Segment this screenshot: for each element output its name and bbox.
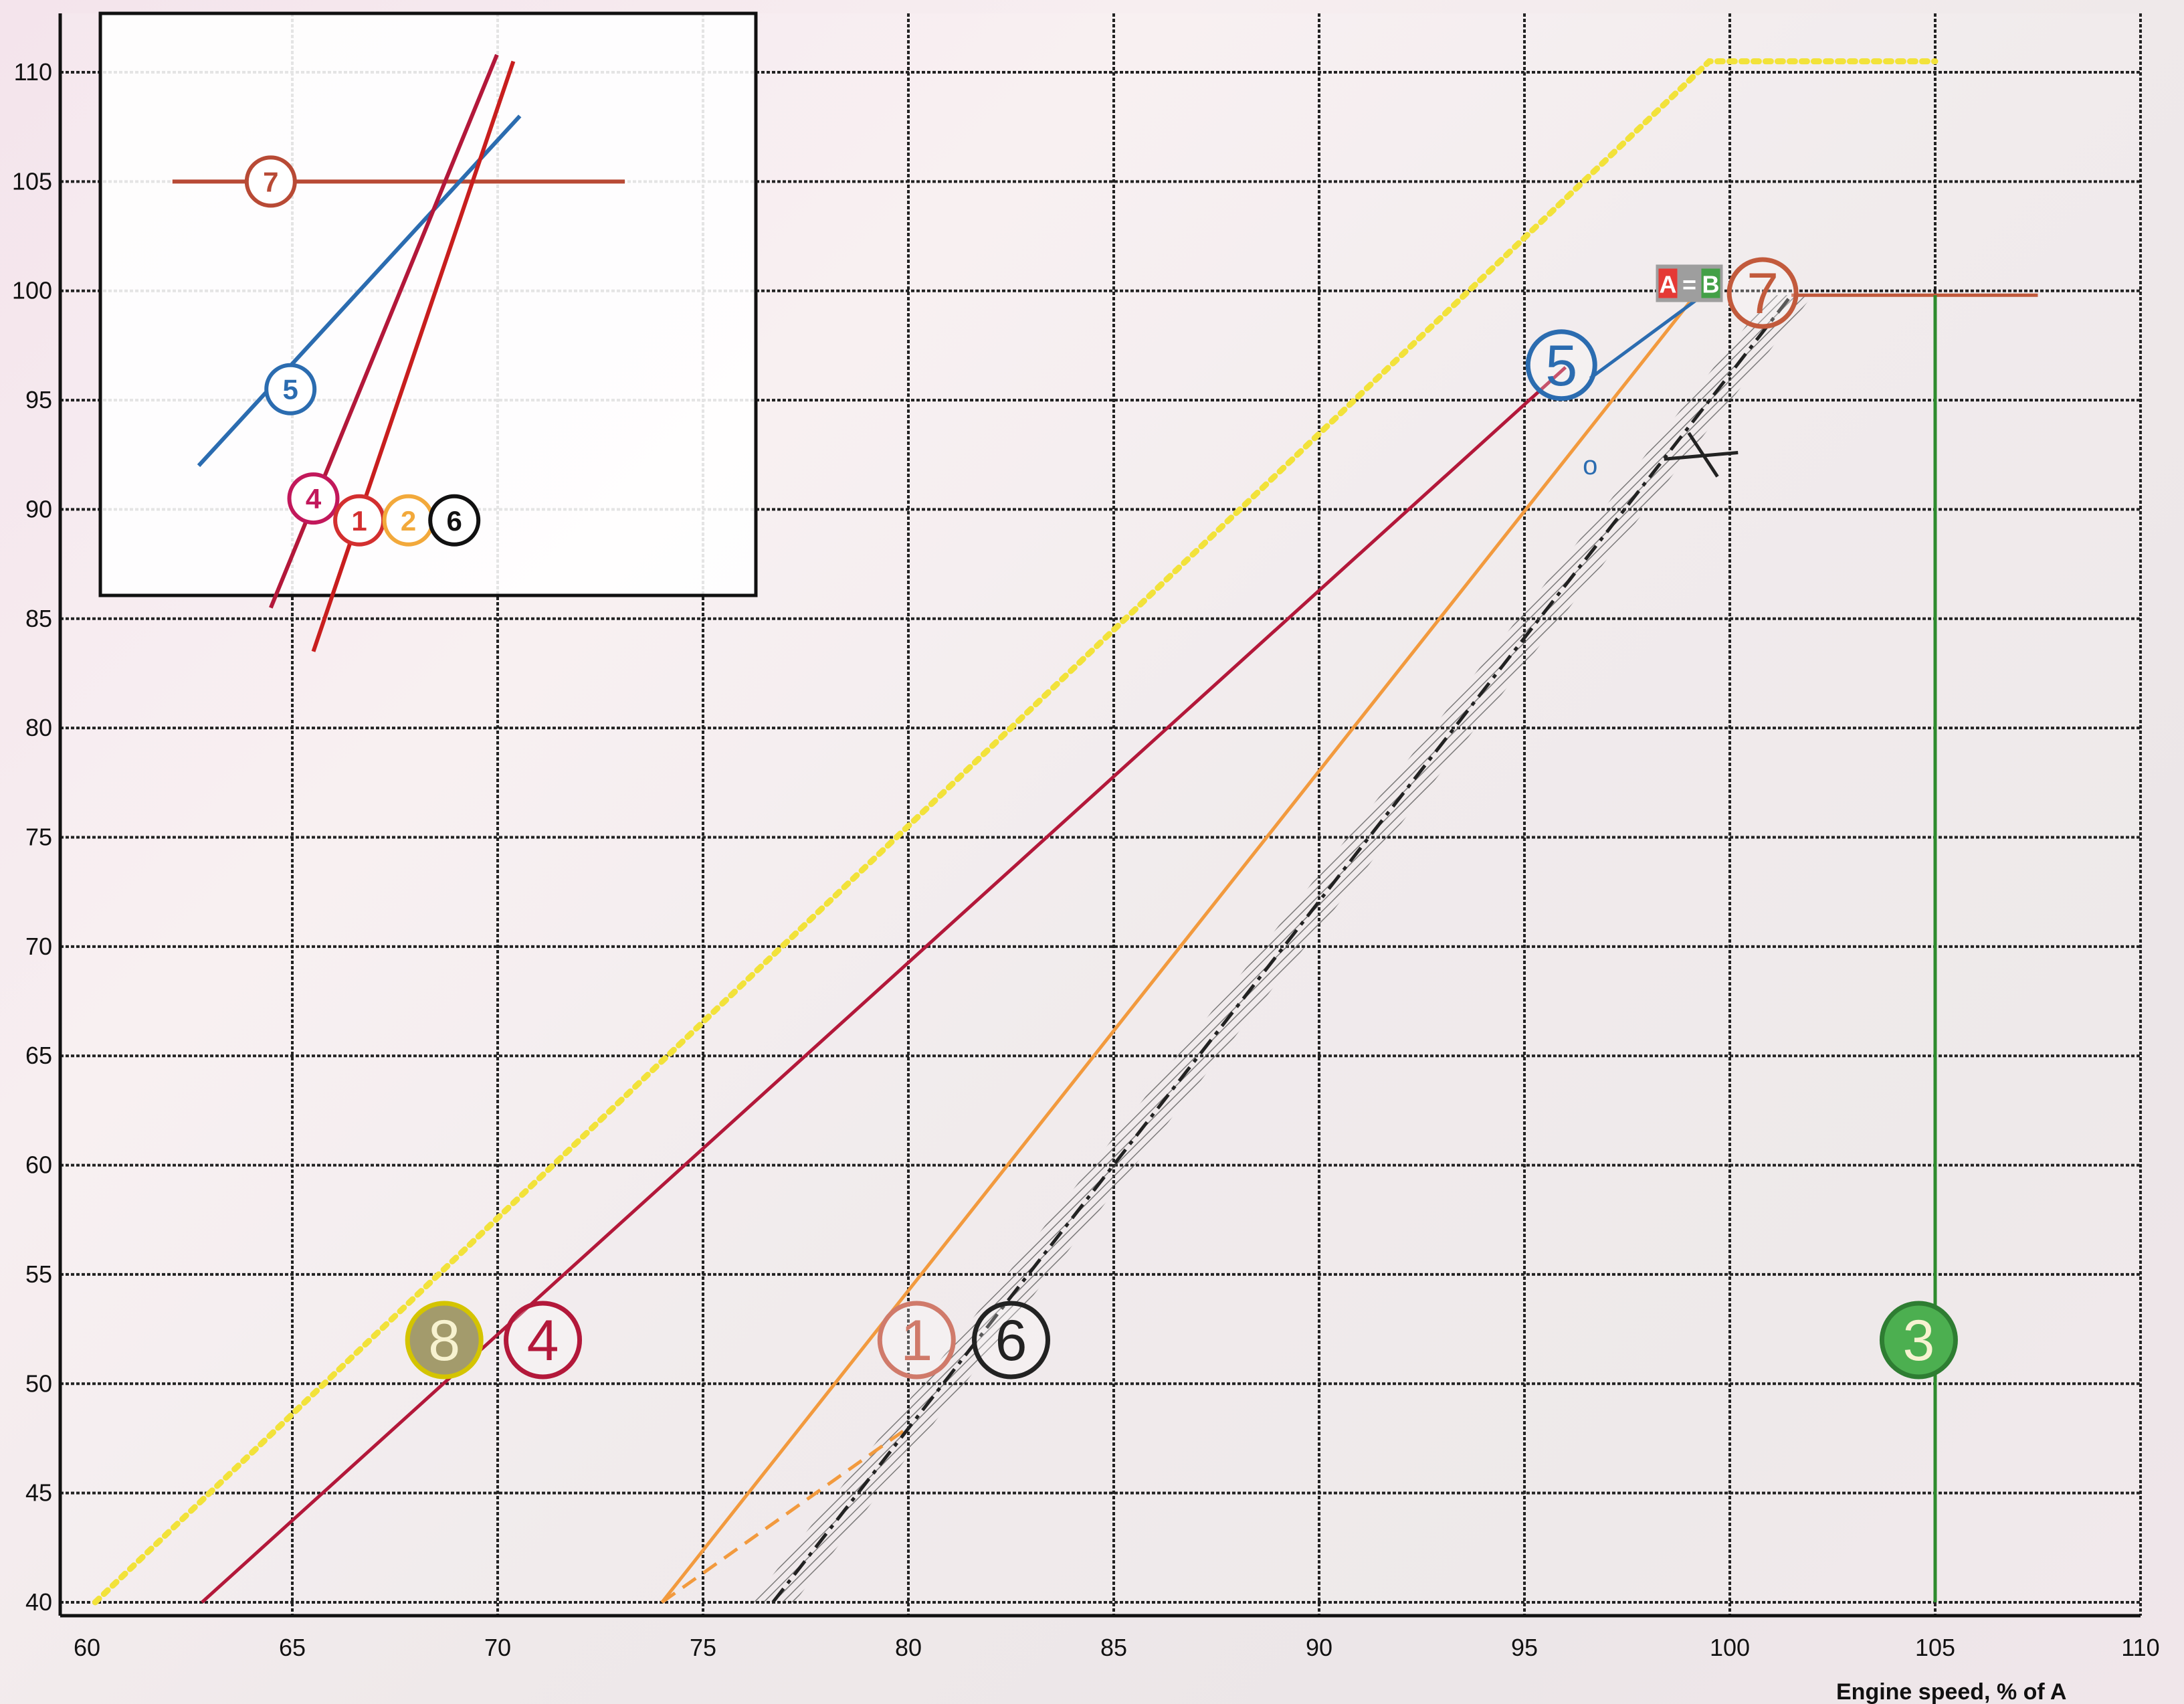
series-marker-3: 3 <box>1879 1301 1958 1380</box>
series-marker-circle <box>405 1301 484 1380</box>
series-marker-circle <box>972 1301 1050 1380</box>
x-tick-label: 95 <box>1511 1634 1538 1661</box>
series-line-6 <box>771 294 1793 1604</box>
series-marker-circle <box>877 1301 956 1380</box>
series-marker-circle <box>1726 257 1799 329</box>
series-marker-label: 4 <box>527 1309 559 1373</box>
series-marker-circle <box>1525 329 1597 401</box>
inset-line-5 <box>197 114 522 468</box>
inset-marker-circle <box>244 155 297 208</box>
y-tick-label: 45 <box>25 1479 52 1507</box>
x-tick-label: 60 <box>74 1634 100 1661</box>
series-marker-6: 6 <box>972 1301 1050 1380</box>
series-line-4 <box>201 366 1567 1604</box>
ab-badge-left-text: A <box>1659 271 1676 298</box>
series-marker-5: 5 <box>1525 329 1597 401</box>
series-6-tolerance-band <box>751 295 1813 1603</box>
x-tick-label: 65 <box>279 1634 306 1661</box>
series-marker-7: 7 <box>1726 257 1799 329</box>
inset-marker-label: 2 <box>401 505 416 537</box>
x-tick-label: 90 <box>1306 1634 1332 1661</box>
inset-marker-5: 5 <box>264 363 317 415</box>
y-tick-label: 105 <box>12 167 52 195</box>
y-tick-label: 55 <box>25 1260 52 1288</box>
ab-badge-left <box>1658 268 1678 298</box>
x-tick-label: 85 <box>1100 1634 1127 1661</box>
ab-badge-middle-text: = <box>1682 271 1696 298</box>
x-tick-label: 110 <box>2121 1634 2159 1661</box>
inset-marker-circle <box>287 472 340 525</box>
series-markers: 8 4 1 6 357 <box>405 257 1958 1380</box>
series-marker-label: 8 <box>428 1309 460 1373</box>
inset-line-1 <box>311 60 516 652</box>
series-marker-circle <box>504 1301 583 1380</box>
inset-marker-4: 4 <box>287 472 340 525</box>
tolerance-band <box>751 295 1813 1603</box>
y-tick-label: 60 <box>25 1151 52 1179</box>
inset-marker-6: 6 <box>428 494 481 547</box>
annotations: o A = B <box>1583 264 1739 480</box>
y-tick-label: 75 <box>25 824 52 851</box>
inset-marker-2: 2 <box>382 494 435 547</box>
inset-marker-7: 7 <box>244 155 297 208</box>
series-marker-1: 1 <box>877 1301 956 1380</box>
ab-badge-right <box>1701 268 1720 298</box>
y-tick-label: 100 <box>12 277 52 304</box>
series-marker-4: 4 <box>504 1301 583 1380</box>
x-axis-label: Engine speed, % of A <box>1836 1679 2066 1704</box>
x-tick-label: 100 <box>1710 1634 1750 1661</box>
series-line-1 <box>660 292 1698 1604</box>
y-tick-label: 40 <box>25 1588 52 1616</box>
inset-marker-circle <box>428 494 481 547</box>
inset-marker-label: 1 <box>351 505 367 537</box>
inset-marker-label: 6 <box>447 505 462 537</box>
y-tick-label: 70 <box>25 933 52 960</box>
y-tick-label: 80 <box>25 714 52 741</box>
inset-marker-label: 7 <box>263 166 278 197</box>
series-lines <box>92 58 2038 1606</box>
series-marker-8: 8 <box>405 1301 484 1380</box>
series-marker-label: 6 <box>995 1309 1027 1373</box>
series-line-8 <box>92 58 1939 1606</box>
x-tick-label: 80 <box>895 1634 922 1661</box>
series-marker-label: 1 <box>900 1309 932 1373</box>
x-tick-label: 105 <box>1915 1634 1955 1661</box>
inset-marker-circle <box>264 363 317 415</box>
series-line-5 <box>1589 298 1698 380</box>
cross-mark-b <box>1664 450 1739 461</box>
series-marker-circle <box>1879 1301 1958 1380</box>
y-tick-label: 110 <box>14 58 52 86</box>
x-tick-label: 75 <box>690 1634 716 1661</box>
inset: 7 5 41 2 6 <box>98 11 758 652</box>
y-tick-label: 85 <box>25 605 52 632</box>
inset-marker-label: 5 <box>283 374 298 405</box>
ab-badge: A = B <box>1656 264 1723 302</box>
series-marker-label: 5 <box>1545 334 1577 398</box>
series-marker-label: 3 <box>1903 1309 1935 1373</box>
y-tick-label: 50 <box>25 1369 52 1397</box>
inset-marker-label: 4 <box>306 483 322 514</box>
small-o-annotation: o <box>1583 451 1597 480</box>
tick-labels: 60 65 70 75 80 85 90 95 100 105 110404550556065707… <box>12 58 2160 1661</box>
inset-marker-1: 1 <box>333 494 386 547</box>
y-tick-label: 65 <box>25 1042 52 1069</box>
series-marker-label: 7 <box>1747 262 1779 326</box>
x-tick-label: 70 <box>484 1634 511 1661</box>
inset-panel <box>98 11 758 597</box>
y-tick-label: 95 <box>25 386 52 413</box>
ab-badge-right-text: B <box>1702 271 1719 298</box>
grid <box>60 13 2142 1616</box>
y-tick-label: 90 <box>25 495 52 523</box>
